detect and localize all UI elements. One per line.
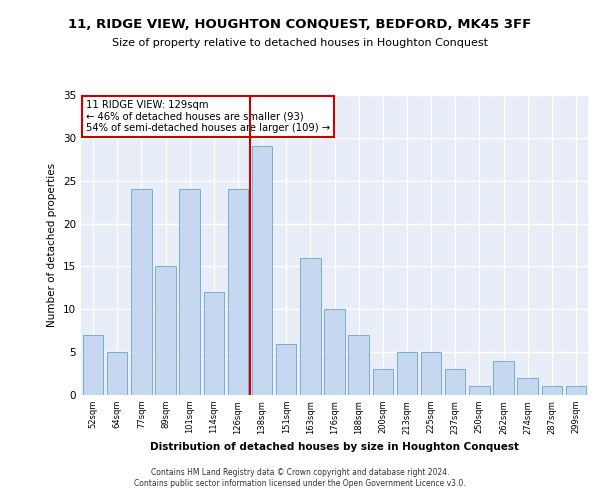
Bar bbox=[276, 344, 296, 395]
Text: Contains HM Land Registry data © Crown copyright and database right 2024.
Contai: Contains HM Land Registry data © Crown c… bbox=[134, 468, 466, 487]
X-axis label: Distribution of detached houses by size in Houghton Conquest: Distribution of detached houses by size … bbox=[150, 442, 519, 452]
Y-axis label: Number of detached properties: Number of detached properties bbox=[47, 163, 58, 327]
Bar bbox=[203, 292, 224, 395]
Bar bbox=[373, 370, 393, 395]
Bar bbox=[469, 386, 490, 395]
Bar bbox=[542, 386, 562, 395]
Text: 11, RIDGE VIEW, HOUGHTON CONQUEST, BEDFORD, MK45 3FF: 11, RIDGE VIEW, HOUGHTON CONQUEST, BEDFO… bbox=[68, 18, 532, 30]
Bar bbox=[155, 266, 176, 395]
Text: 11 RIDGE VIEW: 129sqm
← 46% of detached houses are smaller (93)
54% of semi-deta: 11 RIDGE VIEW: 129sqm ← 46% of detached … bbox=[86, 100, 330, 132]
Bar bbox=[107, 352, 127, 395]
Bar bbox=[179, 190, 200, 395]
Bar bbox=[349, 335, 369, 395]
Text: Size of property relative to detached houses in Houghton Conquest: Size of property relative to detached ho… bbox=[112, 38, 488, 48]
Bar bbox=[397, 352, 417, 395]
Bar bbox=[517, 378, 538, 395]
Bar bbox=[227, 190, 248, 395]
Bar bbox=[131, 190, 152, 395]
Bar bbox=[493, 360, 514, 395]
Bar bbox=[300, 258, 320, 395]
Bar bbox=[566, 386, 586, 395]
Bar bbox=[445, 370, 466, 395]
Bar bbox=[83, 335, 103, 395]
Bar bbox=[421, 352, 442, 395]
Bar bbox=[324, 310, 345, 395]
Bar bbox=[252, 146, 272, 395]
